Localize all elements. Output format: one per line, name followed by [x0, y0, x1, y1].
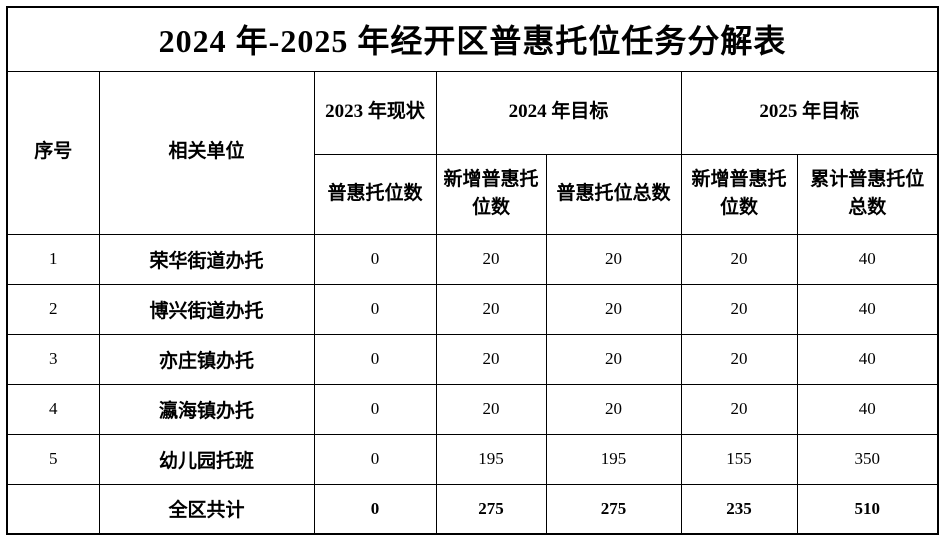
cell-2024-total: 20	[545, 333, 682, 385]
cell-2025-total: 510	[796, 483, 939, 535]
header-serial: 序号	[6, 70, 100, 235]
cell-2024-new: 20	[435, 383, 547, 435]
cell-2023-slots: 0	[313, 233, 437, 285]
cell-serial: 4	[6, 383, 100, 435]
cell-serial-empty	[6, 483, 100, 535]
cell-2025-new: 20	[680, 233, 798, 285]
cell-2024-total: 20	[545, 283, 682, 335]
cell-2024-total: 195	[545, 433, 682, 485]
cell-2024-total: 20	[545, 233, 682, 285]
header-2023-status: 2023 年现状	[313, 70, 437, 155]
cell-unit: 荣华街道办托	[98, 233, 315, 285]
cell-2024-new: 20	[435, 333, 547, 385]
cell-serial: 3	[6, 333, 100, 385]
cell-2023-slots: 0	[313, 333, 437, 385]
header-2025-target: 2025 年目标	[680, 70, 939, 155]
subheader-2025-new-slots: 新增普惠托 位数	[680, 153, 798, 235]
cell-unit: 瀛海镇办托	[98, 383, 315, 435]
cell-2025-total: 40	[796, 233, 939, 285]
cell-2025-new: 20	[680, 383, 798, 435]
cell-2025-new: 235	[680, 483, 798, 535]
cell-serial: 1	[6, 233, 100, 285]
cell-total-label: 全区共计	[98, 483, 315, 535]
cell-2025-total: 350	[796, 433, 939, 485]
cell-2025-new: 20	[680, 333, 798, 385]
cell-2024-new: 20	[435, 283, 547, 335]
table-total-row: 全区共计 0 275 275 235 510	[6, 483, 939, 535]
table-row: 5 幼儿园托班 0 195 195 155 350	[6, 433, 939, 485]
cell-unit: 幼儿园托班	[98, 433, 315, 485]
table-row: 2 博兴街道办托 0 20 20 20 40	[6, 283, 939, 335]
cell-2023-slots: 0	[313, 283, 437, 335]
cell-2023-slots: 0	[313, 433, 437, 485]
cell-2024-total: 20	[545, 383, 682, 435]
subheader-2024-total-slots: 普惠托位总数	[545, 153, 682, 235]
cell-2025-new: 155	[680, 433, 798, 485]
table-row: 1 荣华街道办托 0 20 20 20 40	[6, 233, 939, 285]
cell-2025-new: 20	[680, 283, 798, 335]
cell-2025-total: 40	[796, 283, 939, 335]
subheader-2023-slots: 普惠托位数	[313, 153, 437, 235]
cell-2024-new: 20	[435, 233, 547, 285]
cell-2025-total: 40	[796, 333, 939, 385]
cell-serial: 2	[6, 283, 100, 335]
cell-2025-total: 40	[796, 383, 939, 435]
cell-unit: 亦庄镇办托	[98, 333, 315, 385]
table-title: 2024 年-2025 年经开区普惠托位任务分解表	[6, 6, 939, 72]
task-breakdown-table: 2024 年-2025 年经开区普惠托位任务分解表 序号 相关单位 2023 年…	[6, 6, 940, 535]
header-unit: 相关单位	[98, 70, 315, 235]
cell-2024-new: 195	[435, 433, 547, 485]
table-row: 4 瀛海镇办托 0 20 20 20 40	[6, 383, 939, 435]
cell-2023-slots: 0	[313, 383, 437, 435]
cell-2023-slots: 0	[313, 483, 437, 535]
cell-2024-total: 275	[545, 483, 682, 535]
subheader-2024-new-slots: 新增普惠托 位数	[435, 153, 547, 235]
cell-2024-new: 275	[435, 483, 547, 535]
table-row: 3 亦庄镇办托 0 20 20 20 40	[6, 333, 939, 385]
cell-serial: 5	[6, 433, 100, 485]
header-2024-target: 2024 年目标	[435, 70, 682, 155]
subheader-2025-cumulative-slots: 累计普惠托位 总数	[796, 153, 939, 235]
cell-unit: 博兴街道办托	[98, 283, 315, 335]
